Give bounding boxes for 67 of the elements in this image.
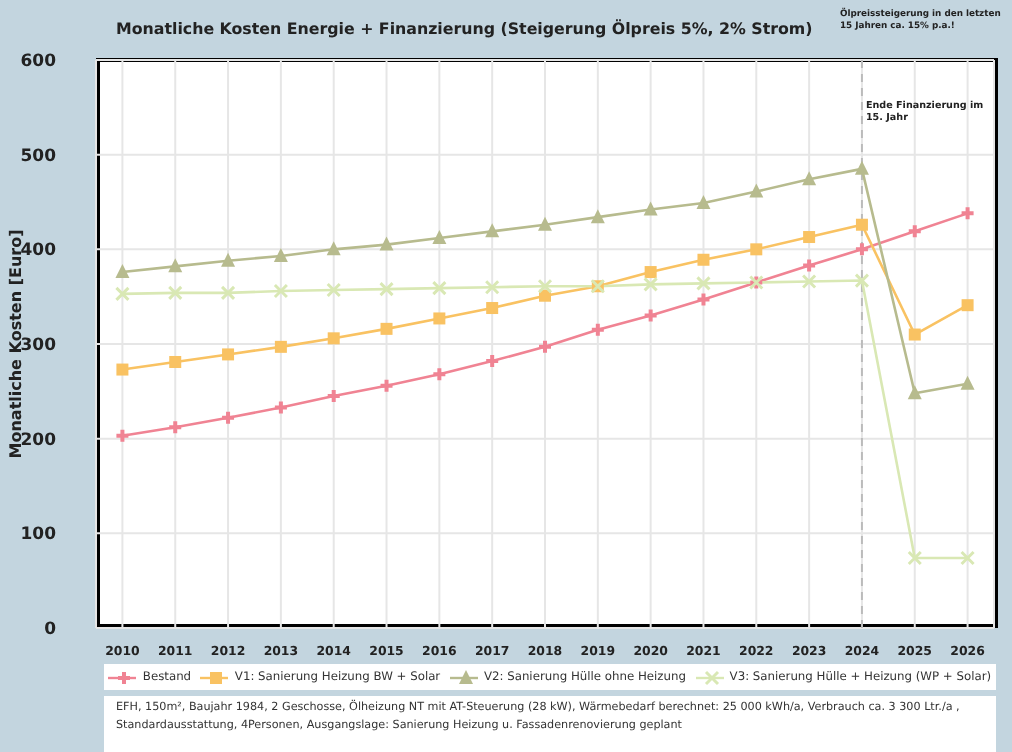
point	[590, 209, 605, 224]
point	[803, 231, 816, 244]
point	[326, 241, 341, 256]
point	[696, 194, 711, 209]
point	[326, 282, 342, 298]
y-tick-label: 100	[20, 525, 57, 546]
point	[855, 218, 868, 231]
point	[801, 257, 818, 274]
point	[116, 363, 129, 376]
point	[907, 385, 922, 400]
point	[589, 321, 606, 338]
point	[907, 550, 923, 566]
point	[274, 340, 287, 353]
point	[220, 285, 236, 301]
point	[695, 291, 712, 308]
point	[537, 278, 553, 294]
point	[380, 322, 393, 335]
point	[906, 223, 923, 240]
point	[643, 201, 658, 216]
point	[642, 307, 659, 324]
point	[378, 377, 395, 394]
point	[221, 252, 236, 267]
point	[114, 286, 130, 302]
point	[431, 366, 448, 383]
point	[854, 160, 869, 175]
point	[167, 419, 184, 436]
point	[222, 348, 235, 361]
point	[220, 409, 237, 426]
point	[961, 299, 974, 312]
point	[802, 171, 817, 186]
point	[485, 223, 500, 238]
y-tick-label: 400	[20, 241, 57, 262]
point	[432, 229, 447, 244]
y-axis-title: Monatliche Kosten [Euro]	[7, 229, 25, 459]
point	[697, 253, 710, 266]
y-tick-label: 500	[20, 146, 57, 167]
point	[115, 264, 130, 279]
point	[537, 338, 553, 355]
point	[749, 183, 764, 198]
point	[960, 375, 975, 390]
point	[379, 281, 395, 297]
point	[327, 332, 340, 345]
point	[273, 283, 289, 299]
point	[644, 266, 657, 279]
point	[801, 274, 817, 290]
y-tick-label: 0	[44, 620, 57, 641]
point	[908, 328, 921, 341]
y-tick-label: 300	[20, 336, 57, 357]
y-tick-label: 600	[20, 52, 57, 73]
point	[168, 258, 183, 273]
point	[643, 276, 659, 292]
point	[538, 216, 552, 231]
point	[854, 273, 870, 289]
point	[695, 275, 711, 291]
point	[379, 236, 394, 251]
point	[167, 285, 183, 301]
y-tick-label: 200	[20, 430, 57, 451]
point	[273, 247, 288, 262]
point	[486, 302, 499, 315]
point	[433, 312, 446, 325]
point	[853, 241, 870, 258]
point	[169, 355, 182, 368]
point	[431, 280, 447, 296]
point	[750, 243, 763, 256]
point	[272, 399, 289, 416]
point	[484, 279, 500, 295]
point	[960, 550, 976, 566]
